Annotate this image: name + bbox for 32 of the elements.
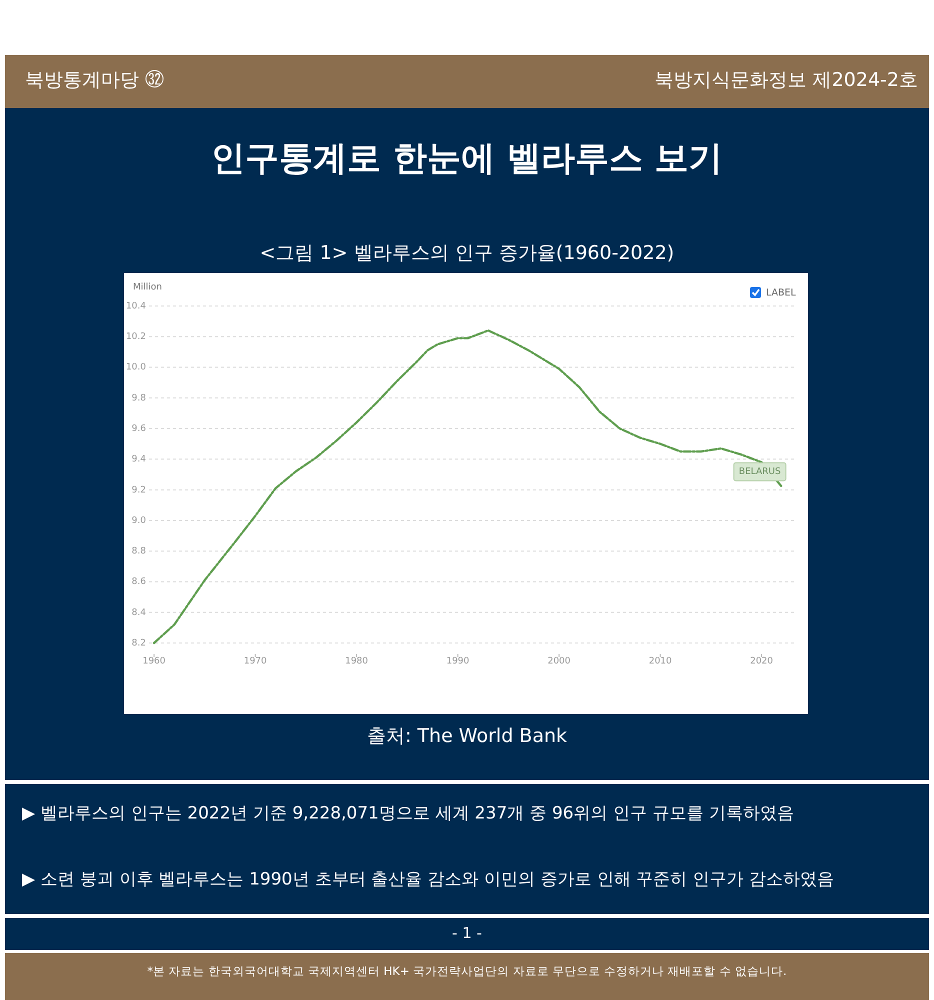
chart-subtitle: <그림 1> 벨라루스의 인구 증가율(1960-2022) (260, 242, 674, 264)
text: *본 자료는 한국외국어대학교 국제지역센터 HK+ 국가전략사업단의 자료로 무단으로 수정하거나 재배포할 수 없습니다. (147, 964, 787, 978)
text: 북방통계마당 ㉜ (25, 69, 164, 92)
y-tick-label: 8.4 (132, 608, 146, 618)
x-tick-label: 2020 (750, 656, 774, 666)
text: ▶ 벨라루스의 인구는 2022년 기준 9,228,071명으로 세계 237개 중 96위의 인구 규모를 기록하였음 (22, 804, 794, 824)
line-series (152, 329, 783, 644)
text: ▶ 소련 붕괴 이후 벨라루스는 1990년 초부터 출산율 감소와 이민의 증가로 인해 꾸준히 인구가 감소하였음 (22, 870, 834, 890)
text: LABEL (766, 288, 797, 299)
x-tick-label: 1990 (446, 656, 470, 666)
x-tick-label: 1980 (345, 656, 368, 666)
y-tick-label: 10.2 (126, 332, 146, 342)
y-tick-label: 10.0 (126, 362, 146, 373)
y-tick-label: 9.4 (132, 454, 146, 465)
x-tick-label: 2000 (548, 656, 571, 666)
y-tick-label: 9.2 (132, 485, 146, 496)
y-tick-label: 9.0 (132, 516, 146, 526)
text: - 1 - (452, 924, 482, 942)
y-tick-label: 10.4 (126, 301, 146, 312)
y-axis-title: Million (133, 282, 162, 292)
x-tick-label: 1970 (244, 656, 268, 666)
y-tick-label: 9.6 (132, 424, 146, 434)
x-tick-label: 2010 (648, 656, 672, 666)
y-tick-label: 8.8 (132, 546, 146, 557)
x-tick-label: 1960 (142, 656, 166, 666)
y-tick-label: 8.2 (132, 638, 146, 648)
source-note: 출처: The World Bank (366, 725, 568, 748)
y-tick-label: 8.6 (132, 577, 146, 588)
series-label: BELARUS (738, 467, 781, 478)
text: 북방지식문화정보 제2024-2호 (654, 69, 918, 92)
chart-title: 인구통계로 한눈에 벨라루스 보기 (211, 138, 723, 178)
y-tick-label: 9.8 (132, 393, 146, 404)
